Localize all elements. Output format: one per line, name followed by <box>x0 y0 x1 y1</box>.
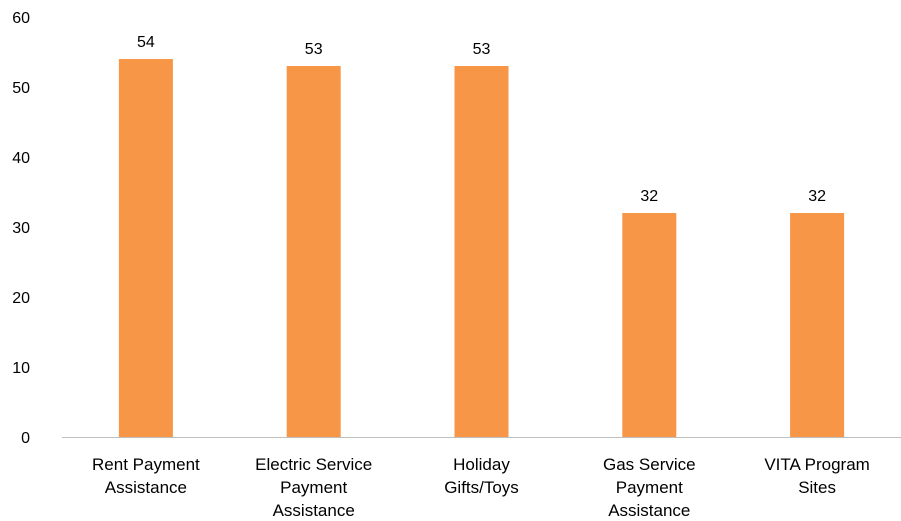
bar-4 <box>790 213 845 437</box>
x-category-label-line: Assistance <box>273 501 355 520</box>
y-axis: 0 10 20 30 40 50 60 <box>12 10 30 447</box>
x-category-label-line: Payment <box>280 478 347 497</box>
bars <box>118 59 845 437</box>
x-category-label-line: Holiday <box>453 455 510 474</box>
bar-1 <box>286 66 341 437</box>
y-tick-label-10: 10 <box>12 360 30 377</box>
data-label-0: 54 <box>137 34 155 51</box>
x-category-label-0: Rent Payment Assistance <box>92 455 200 497</box>
data-label-3: 32 <box>640 188 658 205</box>
y-tick-label-50: 50 <box>12 80 30 97</box>
x-category-label-4: VITA Program Sites <box>764 455 870 497</box>
y-tick-label-0: 0 <box>21 430 30 447</box>
data-labels: 54 53 53 32 32 <box>137 34 826 205</box>
y-tick-label-20: 20 <box>12 290 30 307</box>
y-tick-label-30: 30 <box>12 220 30 237</box>
x-category-label-line: Assistance <box>608 501 690 520</box>
data-label-2: 53 <box>473 41 491 58</box>
x-category-label-3: Gas Service Payment Assistance <box>603 455 696 520</box>
x-category-label-line: Payment <box>616 478 683 497</box>
x-category-label-1: Electric Service Payment Assistance <box>255 455 372 520</box>
x-category-label-line: VITA Program <box>764 455 870 474</box>
x-category-label-line: Assistance <box>105 478 187 497</box>
bar-2 <box>454 66 509 437</box>
x-category-label-2: Holiday Gifts/Toys <box>444 455 519 497</box>
y-tick-label-60: 60 <box>12 10 30 27</box>
y-tick-label-40: 40 <box>12 150 30 167</box>
x-axis-category-labels: Rent Payment Assistance Electric Service Pa… <box>92 455 870 520</box>
data-label-4: 32 <box>808 188 826 205</box>
x-category-label-line: Rent Payment <box>92 455 200 474</box>
bar-0 <box>118 59 173 437</box>
bar-3 <box>622 213 677 437</box>
x-category-label-line: Sites <box>798 478 836 497</box>
x-category-label-line: Electric Service <box>255 455 372 474</box>
x-category-label-line: Gas Service <box>603 455 696 474</box>
x-category-label-line: Gifts/Toys <box>444 478 519 497</box>
data-label-1: 53 <box>305 41 323 58</box>
